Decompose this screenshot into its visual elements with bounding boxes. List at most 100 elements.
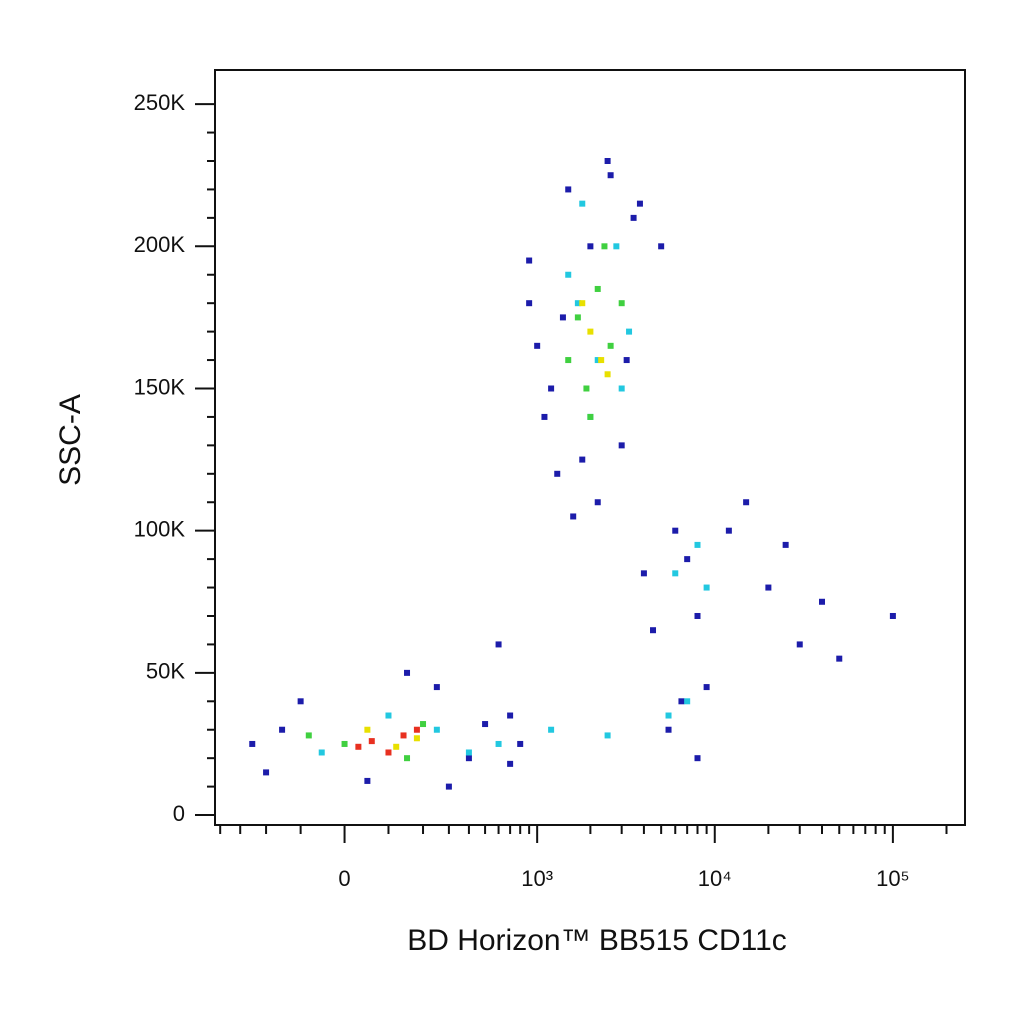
x-tick-label: 10⁴	[698, 866, 732, 891]
dot	[495, 740, 502, 747]
dot	[249, 740, 256, 747]
dot	[548, 726, 555, 733]
dot	[583, 385, 590, 392]
x-tick-label: 10³	[521, 866, 553, 891]
dot	[482, 721, 489, 728]
dot	[665, 726, 672, 733]
dot	[517, 740, 524, 747]
dot	[318, 749, 325, 756]
dot	[613, 243, 620, 250]
dot	[703, 584, 710, 591]
dot	[433, 684, 440, 691]
dot	[618, 385, 625, 392]
dot	[601, 243, 608, 250]
dot	[404, 755, 411, 762]
dot	[355, 743, 362, 750]
plot-frame	[214, 69, 966, 826]
dot	[341, 740, 348, 747]
dot	[618, 442, 625, 449]
y-tick-label: 100K	[134, 516, 186, 541]
y-axis-title: SSC-A	[54, 394, 87, 486]
dot	[507, 712, 514, 719]
dot	[364, 726, 371, 733]
dot	[703, 684, 710, 691]
y-tick-label: 50K	[146, 659, 185, 684]
dot	[626, 328, 633, 335]
dot	[570, 513, 577, 520]
dot	[420, 721, 427, 728]
dot	[694, 541, 701, 548]
dot	[364, 777, 371, 784]
dot	[889, 612, 896, 619]
dot	[574, 300, 581, 307]
dot	[819, 598, 826, 605]
dot	[587, 328, 594, 335]
dot	[574, 314, 581, 321]
dot	[526, 257, 533, 264]
dot	[579, 300, 586, 307]
dot	[565, 357, 572, 364]
dot	[598, 357, 605, 364]
dot	[465, 755, 472, 762]
dot	[385, 712, 392, 719]
dot	[445, 783, 452, 790]
dot	[640, 570, 647, 577]
dot	[618, 300, 625, 307]
dot	[385, 749, 392, 756]
dot	[796, 641, 803, 648]
dot	[526, 300, 533, 307]
dot	[433, 726, 440, 733]
dot	[587, 243, 594, 250]
dot	[565, 186, 572, 193]
dot	[607, 342, 614, 349]
y-tick-label: 150K	[134, 374, 186, 399]
dot	[725, 527, 732, 534]
y-tick-label: 250K	[134, 90, 186, 115]
dot	[782, 541, 789, 548]
dot	[263, 769, 270, 776]
y-tick-label: 200K	[134, 232, 186, 257]
dot	[604, 732, 611, 739]
dot	[534, 342, 541, 349]
dot	[413, 735, 420, 742]
dot	[672, 570, 679, 577]
dot	[579, 200, 586, 207]
dot	[465, 749, 472, 756]
dot	[694, 612, 701, 619]
dot	[765, 584, 772, 591]
dot	[650, 627, 657, 634]
dot	[554, 470, 561, 477]
dot	[684, 556, 691, 563]
dot	[604, 371, 611, 378]
dot	[636, 200, 643, 207]
dot	[684, 698, 691, 705]
x-axis-title: BD Horizon™ BB515 CD11c	[407, 924, 787, 957]
dot	[495, 641, 502, 648]
dot	[507, 760, 514, 767]
dot	[548, 385, 555, 392]
dot	[694, 755, 701, 762]
dot	[607, 172, 614, 179]
dot	[368, 738, 375, 745]
dot	[658, 243, 665, 250]
dot	[400, 732, 407, 739]
y-tick-label: 0	[173, 801, 185, 826]
dot	[413, 726, 420, 733]
x-tick-label: 10⁵	[876, 866, 910, 891]
dot	[594, 357, 601, 364]
dot	[630, 214, 637, 221]
dot	[559, 314, 566, 321]
dot	[836, 655, 843, 662]
dot	[743, 499, 750, 506]
dot	[305, 732, 312, 739]
dot	[579, 456, 586, 463]
dot	[594, 285, 601, 292]
dot	[604, 157, 611, 164]
x-tick-label: 0	[338, 866, 350, 891]
dot	[565, 271, 572, 278]
dot	[587, 413, 594, 420]
dot	[404, 669, 411, 676]
dot	[678, 698, 685, 705]
